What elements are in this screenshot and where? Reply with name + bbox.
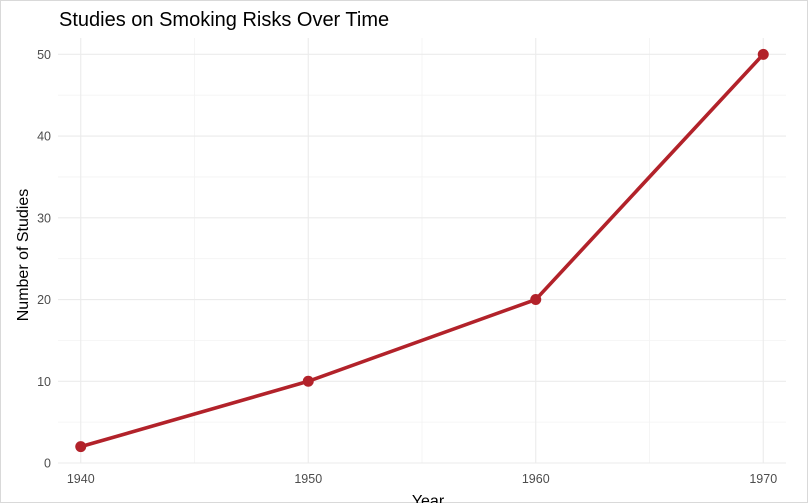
- grid-lines: [58, 38, 786, 464]
- x-tick-label: 1950: [294, 472, 322, 486]
- data-point: [302, 375, 314, 387]
- y-tick-label: 0: [44, 457, 51, 471]
- data-point: [530, 294, 542, 306]
- data-point: [75, 441, 87, 453]
- y-axis-ticks: 0 10 20 30 40 50: [37, 48, 51, 471]
- x-tick-label: 1970: [749, 472, 777, 486]
- y-axis-title: Number of Studies: [15, 189, 32, 322]
- y-tick-label: 10: [37, 375, 51, 389]
- chart-title: Studies on Smoking Risks Over Time: [59, 9, 389, 31]
- series-layer: [75, 48, 769, 453]
- y-tick-label: 40: [37, 130, 51, 144]
- x-axis-title: Year: [412, 493, 445, 503]
- x-tick-label: 1960: [522, 472, 550, 486]
- x-axis-ticks: 1940 1950 1960 1970: [67, 472, 777, 486]
- data-point: [757, 48, 769, 60]
- y-tick-label: 50: [37, 48, 51, 62]
- x-tick-label: 1940: [67, 472, 95, 486]
- y-tick-label: 20: [37, 293, 51, 307]
- series-line: [78, 52, 766, 449]
- y-tick-label: 30: [37, 211, 51, 225]
